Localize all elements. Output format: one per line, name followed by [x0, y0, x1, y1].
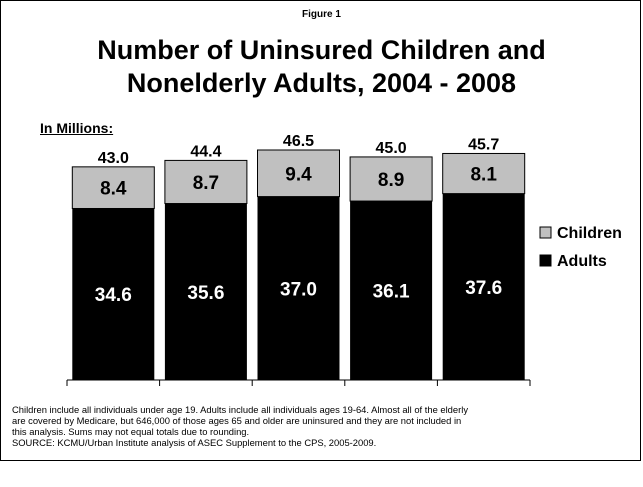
label-adults-2006: 37.0 [280, 279, 317, 300]
label-adults-2004: 34.6 [95, 285, 132, 306]
label-adults-2007: 36.1 [373, 282, 410, 303]
bar-adults-2004 [72, 208, 155, 380]
label-children-2008: 8.1 [470, 165, 497, 186]
footnotes: Children include all individuals under a… [12, 404, 632, 448]
label-total-2006: 46.5 [283, 133, 314, 150]
figure-label: Figure 1 [302, 9, 341, 20]
source-note: SOURCE: KCMU/Urban Institute analysis of… [12, 437, 377, 448]
legend-swatch-adults [539, 254, 552, 267]
bar-adults-2006 [257, 196, 340, 380]
chart-title-line-2: Nonelderly Adults, 2004 - 2008 [126, 68, 517, 98]
label-total-2004: 43.0 [98, 150, 129, 167]
units-label: In Millions: [40, 120, 114, 136]
label-adults-2008: 37.6 [465, 278, 502, 299]
label-children-2006: 9.4 [285, 164, 312, 185]
label-total-2007: 45.0 [376, 140, 407, 157]
label-total-2008: 45.7 [468, 136, 499, 153]
footnote-line-2: are covered by Medicare, but 646,000 of … [12, 415, 462, 426]
legend-label-adults: Adults [557, 253, 607, 270]
bar-children-2005 [164, 159, 248, 205]
footnote-line-1: Children include all individuals under a… [12, 404, 469, 415]
chart-title: Number of Uninsured Children and Nonelde… [0, 34, 643, 100]
chart-title-line-1: Number of Uninsured Children and [97, 35, 546, 65]
bar-adults-2008 [442, 193, 525, 380]
bar-children-2007 [349, 156, 433, 202]
bar-children-2006 [257, 149, 340, 198]
label-total-2005: 44.4 [190, 143, 221, 160]
label-children-2005: 8.7 [193, 173, 219, 194]
legend-swatch-children [539, 226, 552, 239]
bar-children-2004 [71, 166, 155, 209]
stacked-bar-chart: 34.68.443.0200435.68.744.4200537.09.446.… [66, 133, 622, 386]
bar-adults-2005 [164, 203, 247, 380]
bar-children-2008 [442, 152, 526, 195]
label-children-2004: 8.4 [100, 179, 127, 200]
label-adults-2005: 35.6 [187, 283, 224, 304]
label-children-2007: 8.9 [378, 170, 404, 191]
legend-label-children: Children [557, 225, 622, 242]
footnote-line-3: this analysis. Sums may not equal totals… [12, 426, 250, 437]
bar-adults-2007 [350, 201, 433, 380]
